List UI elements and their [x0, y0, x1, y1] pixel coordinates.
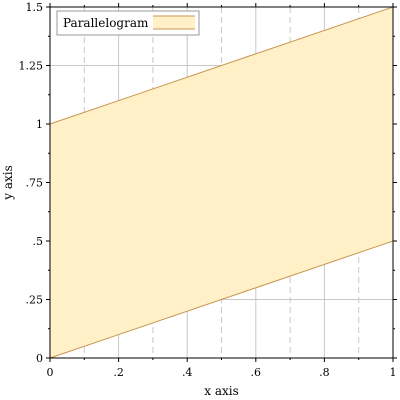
x-tick-label: .4 — [182, 366, 193, 379]
x-tick-label: 1 — [390, 366, 397, 379]
tick-labels: 0 .2 .4 .6 .8 1 0 .25 .5 .75 1 1.25 1.5 — [19, 1, 397, 379]
x-axis-label: x axis — [204, 384, 239, 398]
y-tick-label: .75 — [26, 177, 44, 190]
legend-swatch — [153, 16, 195, 29]
y-tick-label: 1.25 — [19, 60, 44, 73]
x-tick-label: 0 — [47, 366, 54, 379]
y-axis-label: y axis — [1, 165, 15, 201]
series-lower-line — [49, 240, 394, 359]
series-layer — [49, 6, 394, 359]
y-tick-label: 1 — [36, 118, 43, 131]
legend-label: Parallelogram — [63, 16, 149, 30]
y-tick-label: 1.5 — [26, 1, 44, 14]
x-tick-label: .8 — [319, 366, 330, 379]
legend: Parallelogram — [56, 10, 200, 36]
x-tick-label: .6 — [251, 366, 262, 379]
ticks — [46, 3, 397, 362]
y-tick-label: .5 — [33, 235, 44, 248]
series-upper-line — [49, 6, 394, 125]
y-tick-label: 0 — [36, 352, 43, 365]
y-tick-label: .25 — [26, 294, 44, 307]
x-tick-label: .2 — [113, 366, 124, 379]
